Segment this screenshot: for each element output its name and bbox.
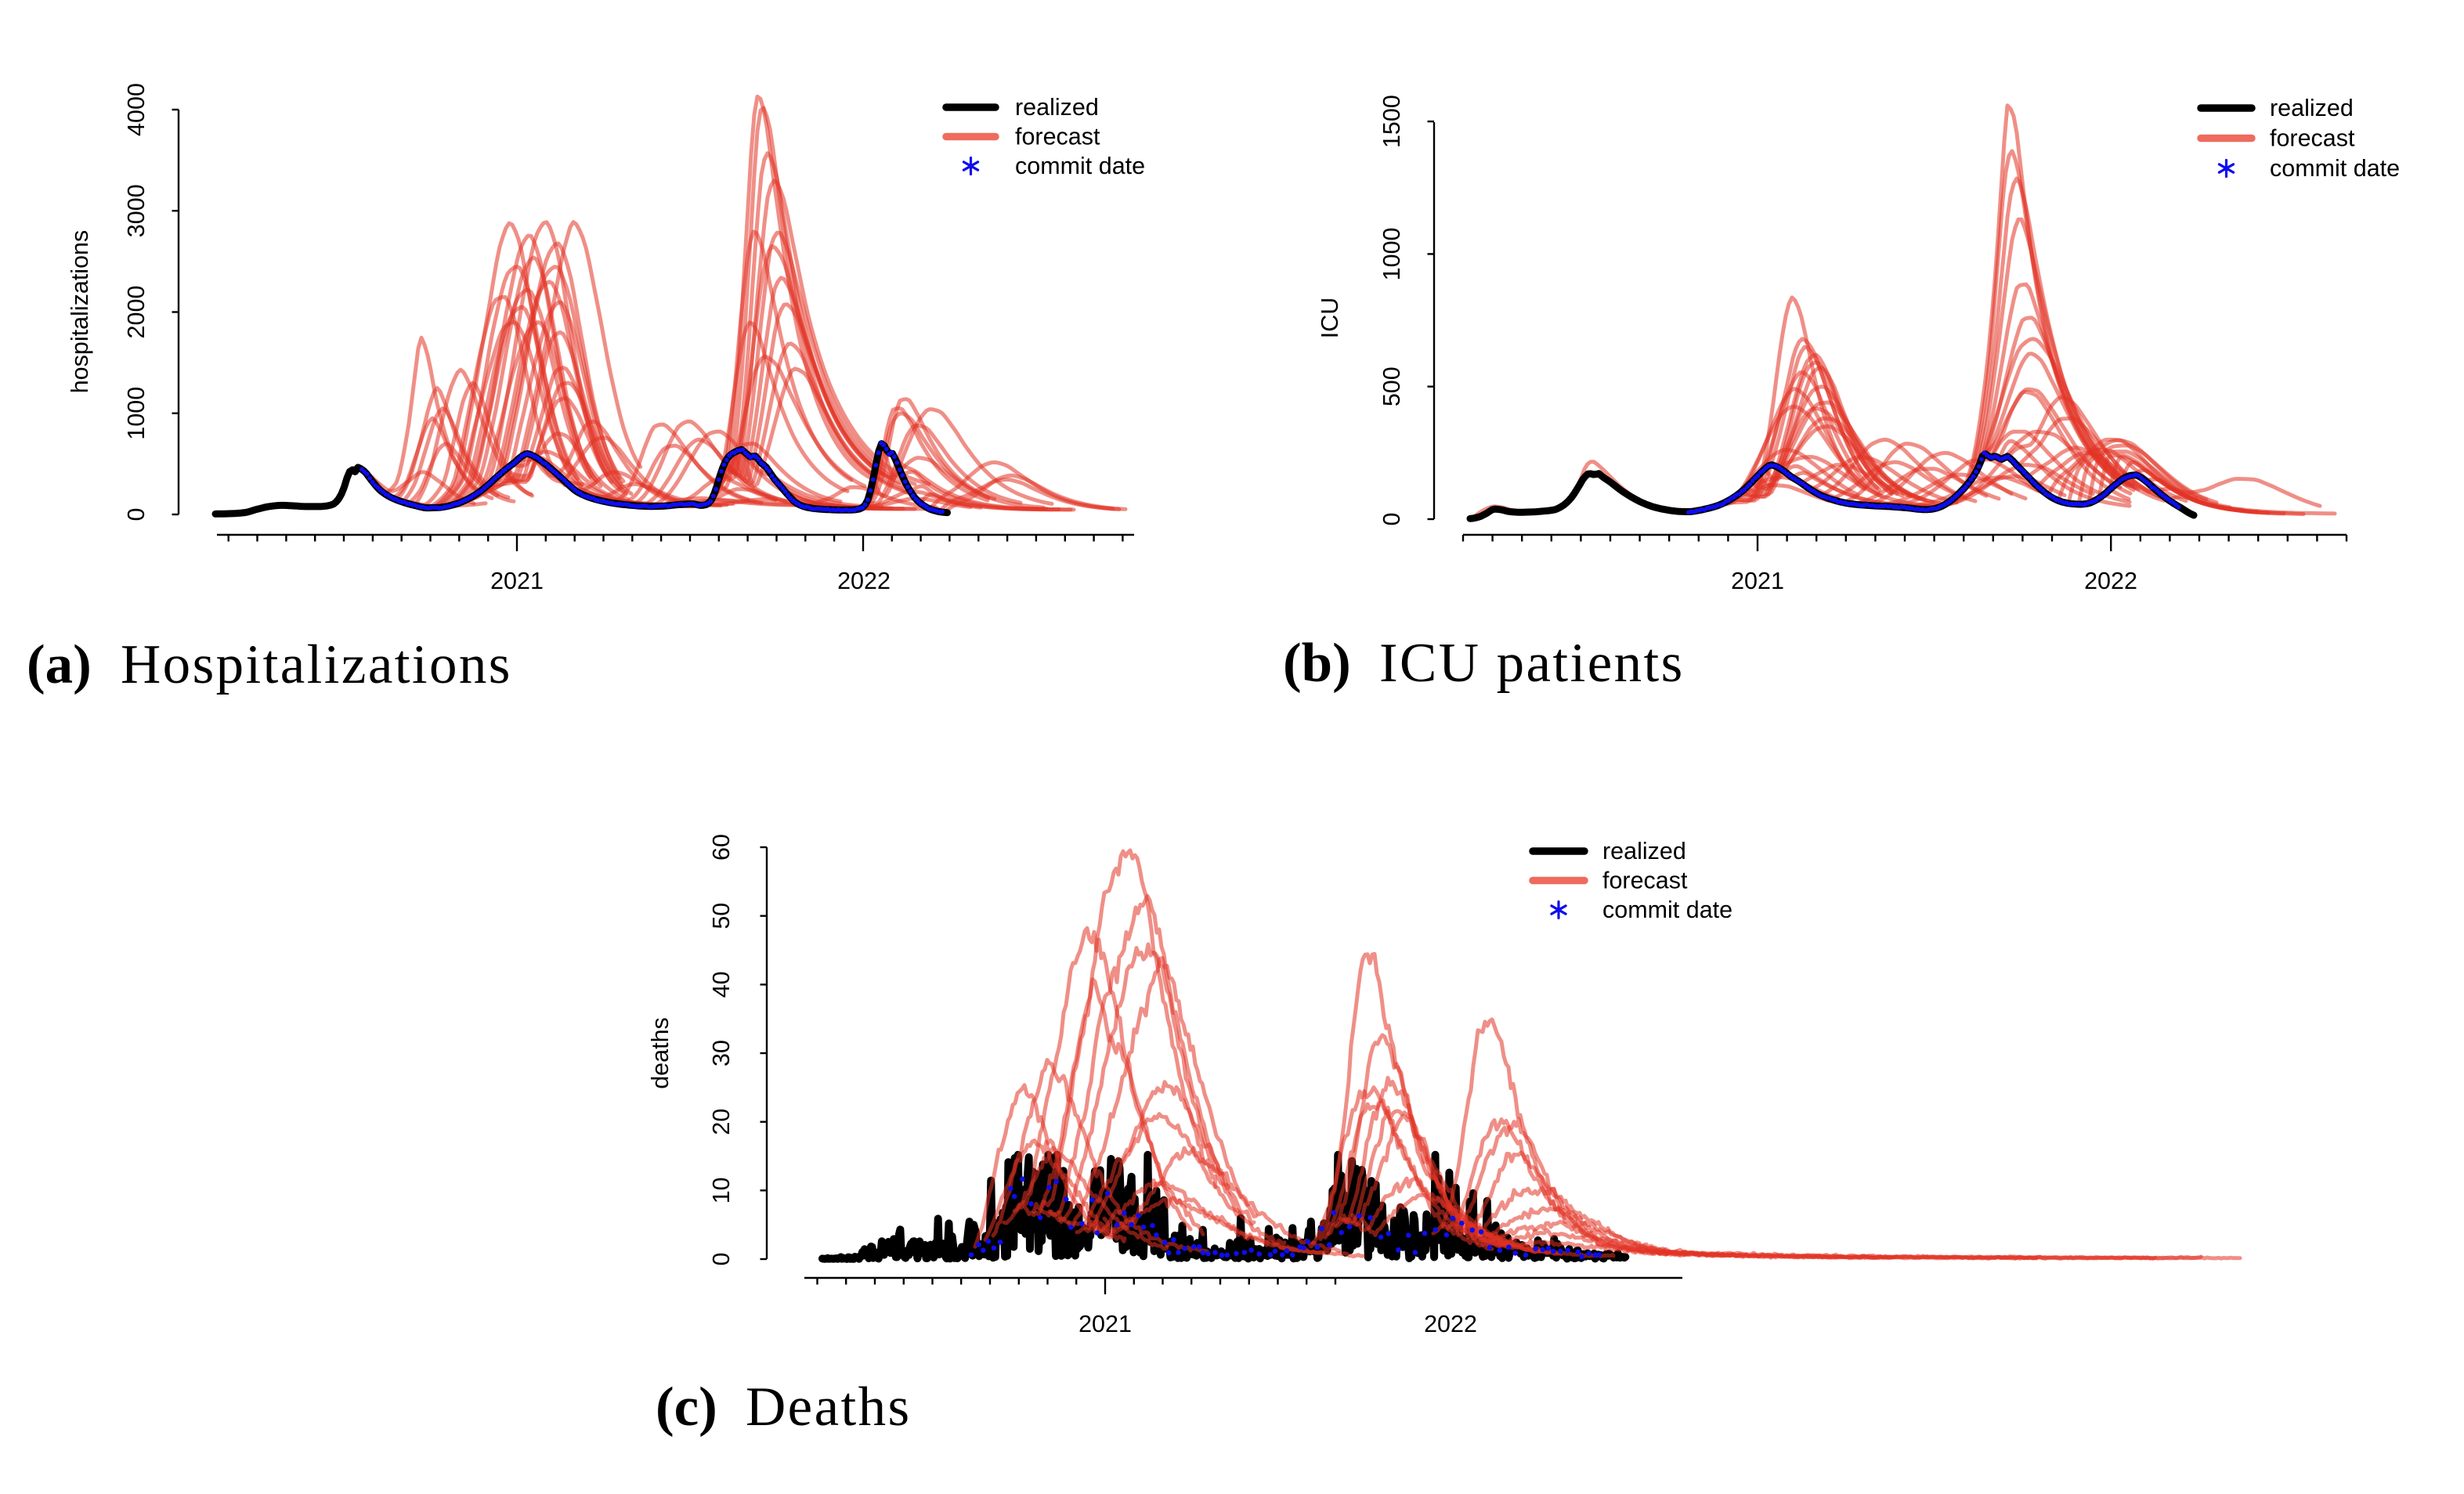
svg-text:1000: 1000 — [123, 387, 150, 440]
svg-text:commit date: commit date — [2270, 155, 2400, 182]
svg-text:2022: 2022 — [837, 568, 891, 594]
svg-text:20: 20 — [708, 1109, 735, 1135]
svg-text:commit date: commit date — [1015, 153, 1145, 179]
svg-text:realized: realized — [2270, 95, 2354, 121]
svg-text:0: 0 — [1378, 513, 1405, 526]
svg-text:1500: 1500 — [1378, 95, 1405, 148]
svg-text:0: 0 — [123, 508, 150, 521]
svg-text:2022: 2022 — [2084, 568, 2137, 594]
svg-text:500: 500 — [1378, 366, 1405, 406]
svg-text:2022: 2022 — [1424, 1311, 1477, 1337]
svg-text:deaths: deaths — [647, 1017, 674, 1089]
svg-text:forecast: forecast — [1015, 124, 1100, 150]
svg-text:60: 60 — [708, 834, 735, 861]
svg-text:4000: 4000 — [123, 83, 150, 136]
svg-text:(a): (a) — [27, 634, 92, 695]
svg-text:realized: realized — [1602, 838, 1686, 864]
svg-text:(c): (c) — [656, 1377, 717, 1438]
svg-text:Hospitalizations: Hospitalizations — [121, 634, 512, 695]
svg-text:2021: 2021 — [490, 568, 544, 594]
svg-text:Deaths: Deaths — [746, 1377, 912, 1438]
svg-text:ICU patients: ICU patients — [1379, 633, 1685, 694]
svg-text:40: 40 — [708, 971, 735, 998]
svg-text:(b): (b) — [1283, 633, 1351, 694]
svg-text:3000: 3000 — [123, 184, 150, 237]
svg-text:realized: realized — [1015, 94, 1099, 121]
svg-text:0: 0 — [708, 1253, 735, 1266]
svg-text:10: 10 — [708, 1177, 735, 1204]
svg-text:forecast: forecast — [1602, 868, 1688, 894]
svg-text:hospitalizations: hospitalizations — [67, 230, 93, 394]
svg-text:2021: 2021 — [1731, 568, 1784, 594]
svg-text:50: 50 — [708, 903, 735, 929]
svg-text:commit date: commit date — [1602, 897, 1732, 923]
svg-text:30: 30 — [708, 1040, 735, 1066]
svg-text:1000: 1000 — [1378, 227, 1405, 280]
svg-text:forecast: forecast — [2270, 125, 2355, 152]
svg-text:2000: 2000 — [123, 286, 150, 339]
svg-text:2021: 2021 — [1078, 1311, 1132, 1337]
svg-text:ICU: ICU — [1317, 298, 1343, 339]
